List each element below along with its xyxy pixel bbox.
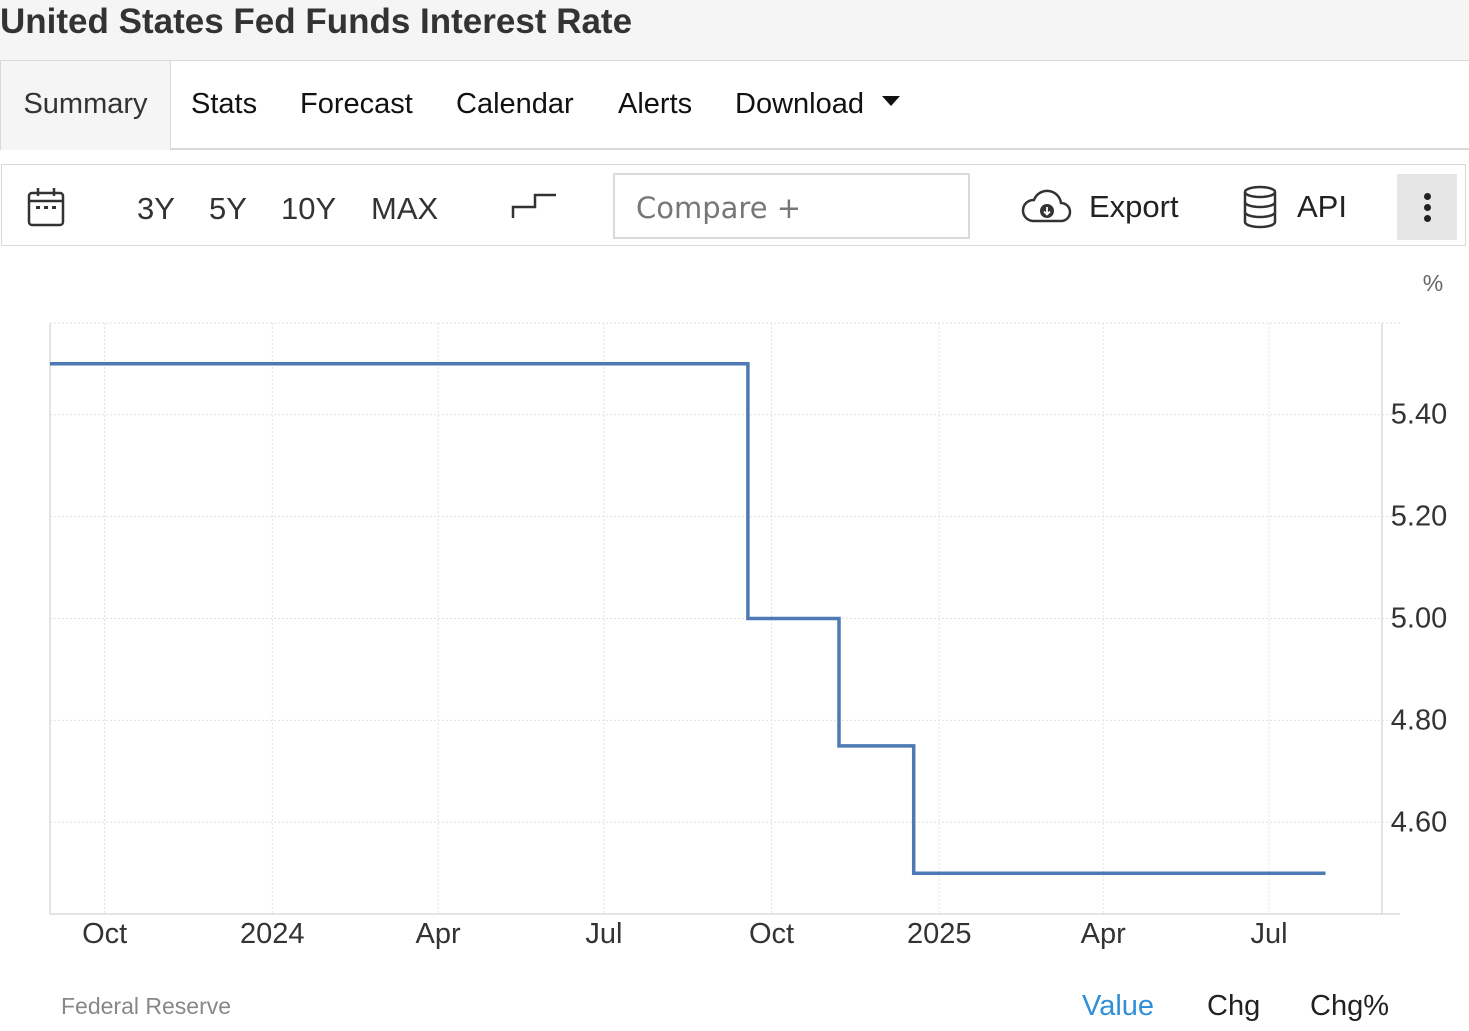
calendar-icon[interactable] <box>27 187 65 227</box>
view-value-button[interactable]: Value <box>1082 990 1155 1022</box>
x-tick-label: 2025 <box>907 918 972 950</box>
range-5y-button[interactable]: 5Y <box>209 191 247 226</box>
tab-summary-label: Summary <box>23 88 148 120</box>
series-line <box>50 362 1326 875</box>
api-button[interactable]: API <box>1297 189 1347 224</box>
range-3y-button[interactable]: 3Y <box>137 191 175 226</box>
x-tick-label: 2024 <box>240 918 305 950</box>
y-unit-label: % <box>1423 270 1443 296</box>
tab-calendar-label: Calendar <box>456 88 574 120</box>
tab-summary[interactable]: Summary <box>0 61 171 150</box>
y-tick-label: 5.20 <box>1391 501 1447 533</box>
tab-alerts[interactable]: Alerts <box>618 61 692 148</box>
database-icon[interactable] <box>1242 185 1278 229</box>
x-tick-label: Apr <box>1081 918 1126 950</box>
tab-alerts-label: Alerts <box>618 88 693 120</box>
chart-svg: % 5.40 5.20 5.00 4.80 4.60 Oct 2024 Apr Jul Oct 20… <box>49 270 1447 950</box>
tab-forecast-label: Forecast <box>300 88 413 120</box>
export-button[interactable]: Export <box>1089 189 1179 224</box>
cloud-download-icon[interactable] <box>1020 187 1072 225</box>
y-tick-label: 5.40 <box>1391 399 1447 431</box>
x-tick-label: Apr <box>416 918 461 950</box>
x-tick-label: Jul <box>1250 918 1287 950</box>
y-tick-label: 4.80 <box>1391 704 1447 736</box>
view-chg-pct-button[interactable]: Chg% <box>1310 990 1389 1022</box>
page-title: United States Fed Funds Interest Rate <box>0 2 633 41</box>
tab-calendar[interactable]: Calendar <box>456 61 574 148</box>
compare-input[interactable]: Compare + <box>613 173 970 239</box>
y-tick-label: 5.00 <box>1391 603 1447 635</box>
x-tick-label: Oct <box>82 918 127 950</box>
tab-download-label: Download <box>735 88 864 120</box>
tab-forecast[interactable]: Forecast <box>300 61 413 148</box>
range-max-button[interactable]: MAX <box>371 191 439 226</box>
step-chart-icon[interactable] <box>510 191 558 221</box>
tab-bar: Summary Stats Forecast Calendar Alerts D… <box>0 61 1469 150</box>
tab-stats-label: Stats <box>191 88 258 120</box>
range-10y-button[interactable]: 10Y <box>281 191 337 226</box>
x-tick-label: Oct <box>749 918 794 950</box>
y-tick-label: 4.60 <box>1391 806 1447 838</box>
x-tick-label: Jul <box>585 918 622 950</box>
title-bar: United States Fed Funds Interest Rate <box>0 0 1469 61</box>
chart-toolbar: 3Y 5Y 10Y MAX Compare + Export API <box>1 164 1466 246</box>
source-label: Federal Reserve <box>61 993 232 1019</box>
view-chg-button[interactable]: Chg <box>1207 990 1261 1022</box>
tab-stats[interactable]: Stats <box>191 61 257 148</box>
tab-download[interactable]: Download <box>735 61 900 148</box>
caret-down-icon <box>881 96 900 107</box>
more-vertical-icon[interactable] <box>1397 174 1457 240</box>
chart-area: % 5.40 5.20 5.00 4.80 4.60 Oct 2024 Apr Jul Oct 20… <box>0 250 1469 1031</box>
